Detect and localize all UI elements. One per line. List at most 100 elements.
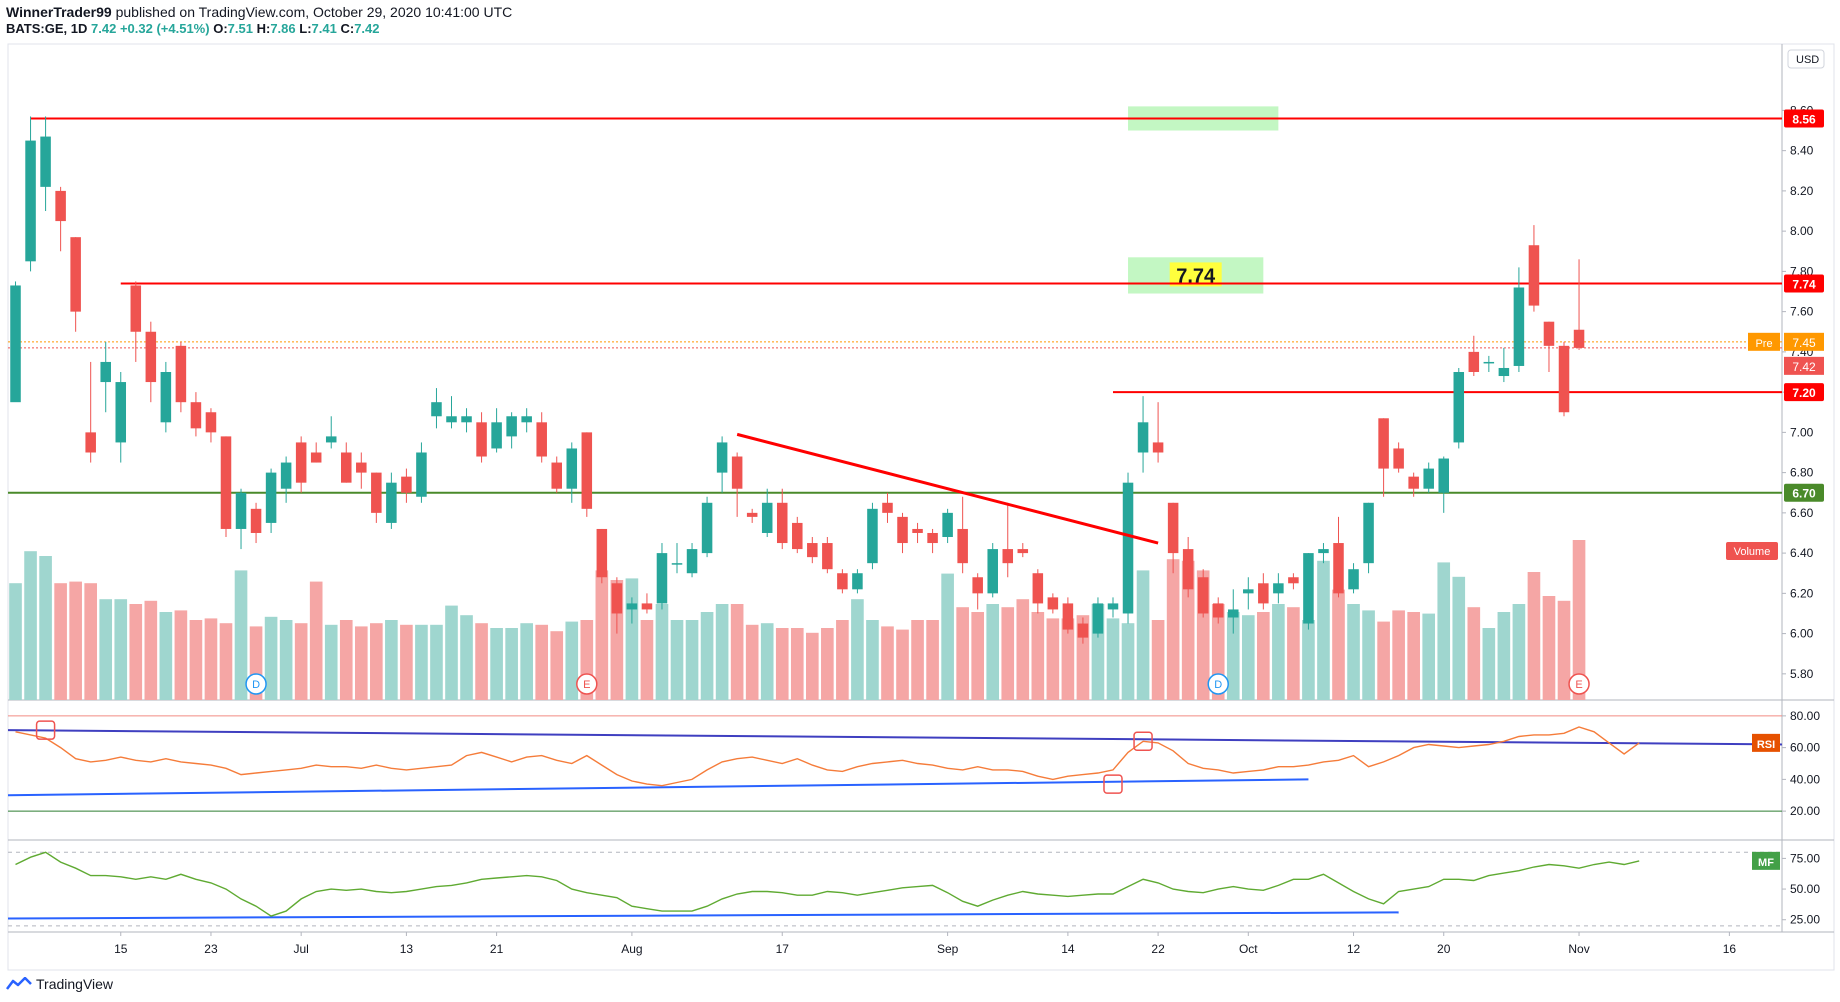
candle-body [145, 331, 157, 383]
volume-bar [189, 620, 203, 700]
price-change: +0.32 (+4.51%) [119, 21, 210, 36]
candle-body [1002, 549, 1014, 564]
candle-body [386, 482, 397, 523]
volume-bar [535, 624, 549, 700]
pre-market-value: 7.45 [1792, 336, 1816, 350]
mf-label: MF [1758, 857, 1774, 869]
candle-body [1243, 589, 1254, 594]
mf-tick-label: 25.00 [1790, 913, 1820, 927]
volume-bar [851, 599, 864, 700]
volume-bar [99, 599, 113, 700]
candle-body [1558, 345, 1570, 413]
volume-bar [84, 583, 98, 700]
high-value: 7.86 [270, 21, 296, 36]
candle-body [205, 412, 217, 433]
candle-body [521, 416, 532, 423]
volume-bar [670, 620, 684, 700]
volume-bar [550, 631, 564, 700]
candle-body [10, 285, 21, 403]
volume-bar [1542, 596, 1556, 700]
close-label: C: [340, 21, 355, 36]
volume-bar [279, 620, 293, 700]
candle-body [1032, 573, 1044, 604]
volume-bar [730, 604, 744, 700]
rsi-badge [1752, 733, 1780, 752]
earnings-event-label: E [1575, 679, 1582, 691]
volume-bar [144, 600, 158, 700]
price-tick-label: 5.80 [1790, 667, 1814, 681]
publisher-name[interactable]: WinnerTrader99 [6, 4, 112, 20]
tradingview-logo[interactable]: TradingView [6, 976, 113, 992]
price-level-label: 6.70 [1792, 487, 1816, 501]
volume-bar [926, 620, 939, 700]
candle-body [85, 432, 96, 453]
rsi-label: RSI [1757, 739, 1775, 751]
chart-frame [7, 43, 1835, 971]
candle-body [912, 528, 923, 533]
candle-body [40, 136, 51, 187]
time-tick-label: 16 [1723, 942, 1737, 956]
volume-bar [941, 573, 954, 700]
volume-bar [1437, 562, 1451, 700]
volume-bar [1001, 607, 1015, 700]
price-tick-label: 6.20 [1790, 586, 1814, 600]
candle-body [1453, 372, 1465, 443]
time-tick-label: Oct [1239, 942, 1258, 956]
candle-body [822, 543, 833, 570]
low-label: L: [299, 21, 312, 36]
candle-body [325, 436, 337, 443]
low-value: 7.41 [311, 21, 337, 36]
candle-body [641, 603, 653, 610]
candle-body [1528, 245, 1540, 306]
candle-body [356, 462, 367, 473]
descending-trendline [736, 432, 1159, 545]
candle-body [776, 502, 788, 544]
candle-body [1408, 476, 1419, 489]
candle-body [491, 422, 502, 449]
candle-body [731, 456, 743, 489]
candle-body [265, 472, 277, 523]
candle-body [341, 452, 352, 483]
candle-body [1438, 458, 1449, 493]
candle-body [942, 512, 953, 538]
candle-body [371, 472, 382, 513]
candle-body [566, 448, 578, 489]
volume-bar [1106, 618, 1120, 700]
price-tick-label: 6.40 [1790, 546, 1814, 560]
volume-bar [1031, 612, 1045, 700]
volume-bar [129, 604, 143, 700]
volume-bar [805, 632, 819, 700]
currency-badge [1787, 49, 1825, 69]
volume-bar [640, 620, 654, 700]
volume-bar [39, 556, 52, 700]
volume-bar [956, 607, 969, 700]
time-tick-label: 22 [1151, 942, 1165, 956]
dividend-event-marker [245, 673, 267, 695]
time-tick-label: 20 [1437, 942, 1451, 956]
candle-body [416, 452, 427, 497]
candle-body [671, 563, 683, 565]
rsi-trendline [7, 778, 1309, 797]
volume-bar [971, 612, 985, 700]
volume-bar [114, 599, 128, 700]
rsi-line [15, 726, 1640, 787]
dividend-event-label: D [1214, 679, 1222, 691]
volume-bar [174, 610, 188, 700]
mf-badge [1752, 851, 1780, 870]
candle-body [837, 573, 848, 590]
time-tick-label: Jul [293, 942, 308, 956]
volume-bar [685, 620, 699, 700]
candle-body [1212, 603, 1224, 618]
candle-body [1062, 603, 1074, 630]
candle-body [220, 436, 232, 529]
volume-bar [896, 629, 909, 700]
candle-body [295, 442, 307, 483]
candle-body [1182, 549, 1194, 590]
pre-market-tag [1748, 332, 1780, 351]
volume-bar [1016, 599, 1030, 700]
time-tick-label: 15 [114, 942, 128, 956]
candle-body [957, 528, 968, 564]
candle-body [1137, 422, 1149, 453]
price-chart[interactable]: 5.806.006.206.406.606.807.007.207.407.60… [0, 0, 1840, 975]
candle-body [115, 382, 127, 443]
